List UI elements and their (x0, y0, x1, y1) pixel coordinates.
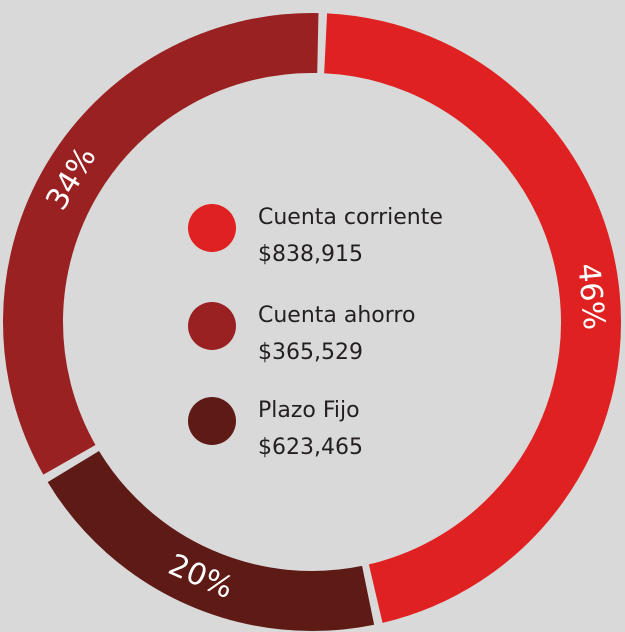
legend-amount: $838,915 (258, 242, 363, 267)
legend-name: Cuenta ahorro (258, 303, 415, 328)
legend-swatch (188, 397, 236, 445)
donut-segment (3, 13, 319, 475)
donut-segment (47, 450, 375, 631)
percent-label: 46% (570, 262, 611, 332)
legend-name: Plazo Fijo (258, 398, 360, 423)
legend-amount: $365,529 (258, 340, 363, 365)
donut-segment (324, 13, 621, 623)
legend-amount: $623,465 (258, 435, 363, 460)
legend-swatch (188, 302, 236, 350)
legend-name: Cuenta corriente (258, 205, 443, 230)
legend-swatch (188, 204, 236, 252)
